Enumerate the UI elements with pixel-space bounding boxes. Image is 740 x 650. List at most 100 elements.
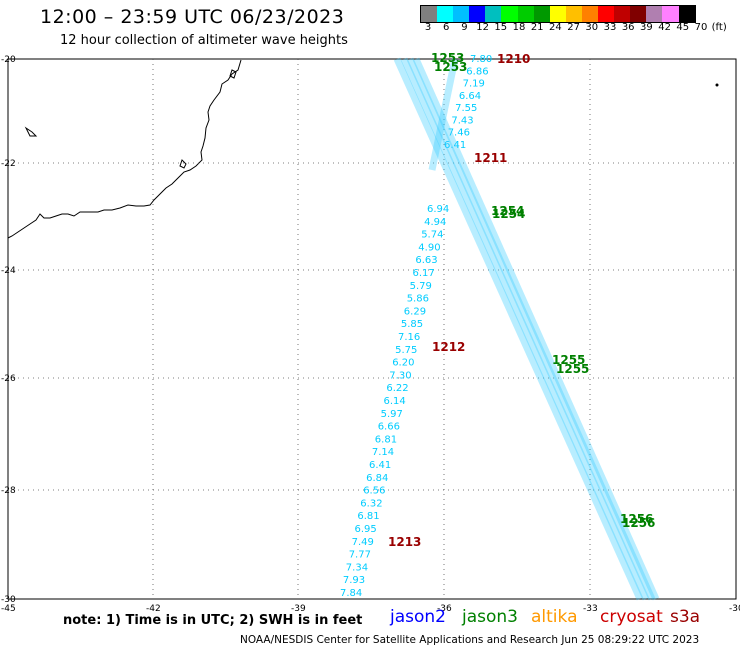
lat-tick-label: -22 — [1, 159, 16, 169]
colorbar-swatch — [485, 6, 502, 22]
colorbar-label: 9 — [461, 22, 468, 33]
colorbar-swatch — [565, 6, 582, 22]
colorbar-label: 6 — [443, 22, 450, 33]
track-a-swh-label: 7.93 — [343, 575, 365, 586]
colorbar-swatch — [437, 6, 454, 22]
colorbar-swatch — [678, 6, 695, 22]
colorbar-swatch — [549, 6, 566, 22]
track-a-swh-label: 5.79 — [410, 281, 432, 292]
track-a-swh-label: 6.41 — [369, 460, 391, 471]
track-a-swh-label: 7.34 — [346, 562, 368, 573]
pass-time-label: 1253 — [434, 60, 467, 74]
colorbar-label: 12 — [476, 22, 489, 33]
pass-time-label: 1255 — [552, 353, 585, 367]
colorbar-swatch — [598, 6, 615, 22]
page-subtitle: 12 hour collection of altimeter wave hei… — [60, 33, 348, 48]
track-a-swh-label: 6.14 — [384, 396, 406, 407]
track-a-swh-label: 6.84 — [366, 473, 388, 484]
track-b-swh-label: 7.80 — [470, 54, 492, 65]
satellite-legend-jason2: jason2 — [390, 607, 446, 627]
colorbar-label: 27 — [567, 22, 580, 33]
track-band — [406, 57, 656, 601]
track-a-swh-label: 7.14 — [372, 447, 394, 458]
pass-time-label: 1256 — [622, 516, 655, 530]
lon-tick-label: -33 — [583, 604, 598, 614]
track-band — [400, 57, 650, 601]
colorbar-labels: 3 6 9 12 15 18 21 24 27 30 33 36 39 42 45 70 (ft) — [420, 22, 730, 36]
island-dot — [715, 83, 719, 87]
track-b-swh-label: 6.64 — [459, 91, 481, 102]
satellite-legend-s3a: s3a — [670, 607, 701, 627]
track-b-swh-label: 7.19 — [463, 79, 485, 90]
pass-time-label: 1212 — [432, 340, 465, 354]
track-a-swh-label: 6.22 — [386, 383, 408, 394]
track-a-swh-label: 6.56 — [363, 486, 385, 497]
colorbar-swatch — [501, 6, 518, 22]
track-b-swh-label: 7.55 — [455, 103, 477, 114]
track-band — [393, 57, 644, 601]
colorbar-swatch — [421, 6, 438, 22]
track-a-swh-label: 4.94 — [424, 217, 446, 228]
colorbar-label: 15 — [494, 22, 508, 33]
colorbar-label: 24 — [549, 22, 562, 33]
track-a-swh-label: 6.81 — [375, 434, 397, 445]
colorbar-label: 30 — [585, 22, 599, 33]
pass-time-label: 1210 — [497, 52, 530, 66]
pass-time-label: 1256 — [620, 512, 653, 526]
colorbar-label: 33 — [603, 22, 617, 33]
track-b-swh-label: 6.86 — [466, 66, 488, 77]
track-a-swh-label: 5.74 — [421, 230, 443, 241]
lon-tick-label: -45 — [1, 604, 16, 614]
lat-tick-label: -26 — [1, 374, 16, 384]
track-a-swh-label: 5.75 — [395, 345, 417, 356]
track-b-swh-label: 7.43 — [451, 115, 473, 126]
colorbar-label: 70 — [694, 22, 708, 33]
track-a-swh-label: 6.66 — [378, 422, 400, 433]
pass-time-label: 1213 — [388, 535, 421, 549]
lat-tick-label: -20 — [1, 55, 16, 65]
pass-time-labels: 1253125312101211125412541212125512551256… — [388, 51, 655, 549]
colorbar-swatch — [662, 6, 679, 22]
track-band — [428, 58, 459, 171]
track-a-swh-label: 6.63 — [415, 255, 437, 266]
colorbar-label: 21 — [530, 22, 544, 33]
lat-tick-label: -30 — [1, 595, 16, 605]
map-frame — [7, 58, 737, 600]
track-b-swh-label: 7.46 — [448, 128, 470, 139]
lat-lon-grid — [8, 59, 736, 599]
footnote: note: 1) Time is in UTC; 2) SWH is in fe… — [63, 613, 363, 628]
pass-time-label: 1253 — [431, 51, 464, 65]
track-a-swh-label: 6.29 — [404, 306, 426, 317]
colorbar-label: 36 — [621, 22, 635, 33]
track-a-swh-label: 7.84 — [340, 588, 362, 599]
colorbar-swatch — [453, 6, 470, 22]
track-a-swh-label: 6.20 — [392, 358, 414, 369]
pass-time-label: 1254 — [492, 207, 525, 221]
lon-tick-label: -39 — [291, 604, 306, 614]
pass-time-label: 1254 — [491, 204, 524, 218]
coastline — [7, 59, 242, 239]
island-small — [24, 126, 38, 137]
pass-time-label: 1255 — [556, 362, 589, 376]
colorbar-swatch — [630, 6, 647, 22]
track-a-swh-label: 6.95 — [355, 524, 377, 535]
axis-labels: -20-22-24-26-28-30-45-42-39-36-33-30 — [1, 55, 740, 614]
lon-tick-label: -30 — [729, 604, 740, 614]
track-a-swh-label: 5.86 — [407, 294, 429, 305]
credit-footer: NOAA/NESDIS Center for Satellite Applica… — [240, 634, 700, 646]
colorbar-swatch — [581, 6, 599, 22]
colorbar-swatch — [646, 6, 663, 22]
track-a-swh-label: 4.90 — [418, 242, 440, 253]
pass-time-label: 1211 — [474, 151, 507, 165]
colorbar-label: 42 — [658, 22, 671, 33]
track-a-swh-label: 6.81 — [357, 511, 379, 522]
colorbar-swatch — [533, 6, 550, 22]
page-title: 12:00 – 23:59 UTC 06/23/2023 — [40, 6, 345, 28]
colorbar-swatch — [614, 6, 631, 22]
track-a-swh-label: 7.16 — [398, 332, 420, 343]
colorbar-swatch — [517, 6, 534, 22]
track-a-swh-label: 7.30 — [389, 370, 411, 381]
track-a-swh-label: 6.17 — [413, 268, 435, 279]
